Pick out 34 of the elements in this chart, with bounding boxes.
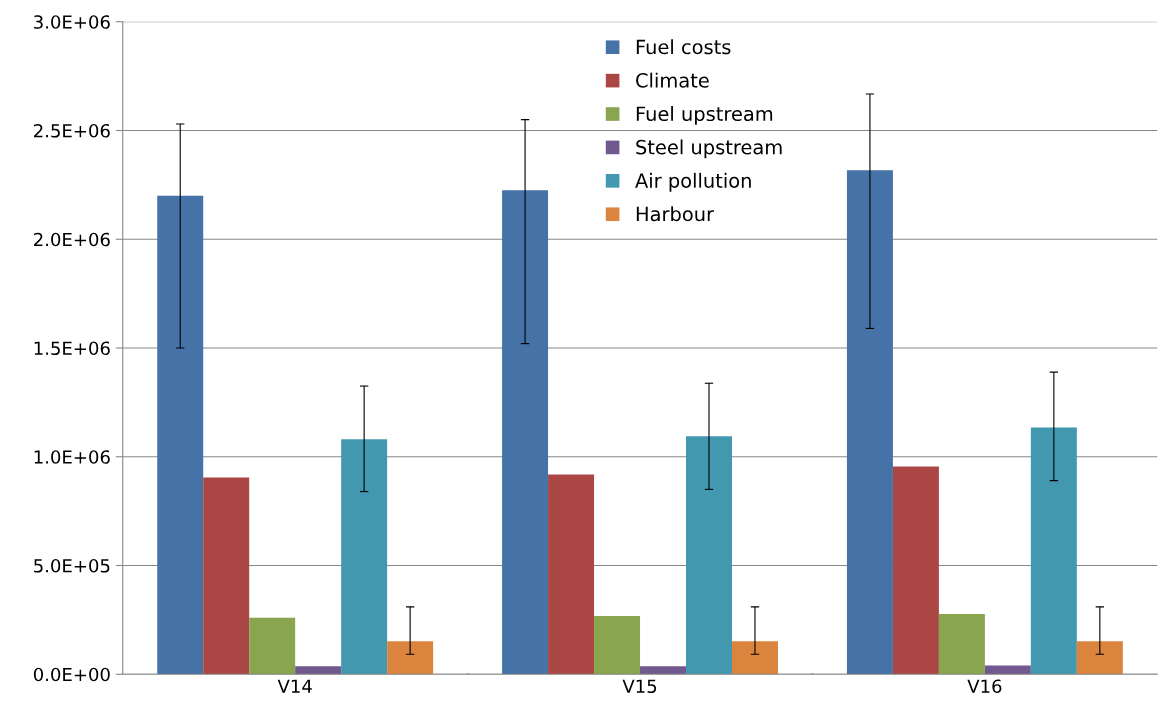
legend-label: Fuel costs — [636, 39, 731, 55]
bar — [203, 477, 250, 675]
legend-label: Harbour — [636, 206, 715, 222]
y-tick-label: 2.5E+06 — [34, 123, 110, 138]
bar — [984, 665, 1031, 675]
y-tick-label: 3.0E+06 — [34, 15, 110, 29]
bar — [249, 617, 296, 675]
legend-label: Steel upstream — [636, 139, 782, 159]
bar — [640, 666, 687, 675]
x-tick-label: V16 — [967, 679, 1002, 694]
bar — [295, 666, 342, 675]
bar — [731, 641, 778, 675]
legend-label: Climate — [636, 72, 709, 88]
y-tick-label: 0.0E+00 — [33, 667, 110, 682]
bar — [387, 641, 434, 675]
bar — [157, 195, 204, 675]
bar — [1076, 641, 1123, 675]
x-tick-label: V14 — [277, 679, 312, 693]
y-tick-label: 5.0E+05 — [34, 558, 110, 573]
y-tick-label: 1.5E+06 — [34, 341, 110, 356]
legend-label: Fuel upstream — [636, 106, 773, 125]
bar — [892, 466, 939, 675]
bar — [502, 190, 549, 675]
x-tick-label: V15 — [622, 679, 657, 694]
legend-label: Air pollution — [635, 172, 751, 192]
y-tick-label: 1.0E+06 — [34, 450, 110, 464]
bar — [341, 439, 388, 675]
bar — [938, 614, 985, 675]
y-tick-label: 2.0E+06 — [34, 232, 110, 247]
bar — [1030, 427, 1077, 675]
bar — [846, 170, 893, 675]
bar — [594, 615, 641, 675]
bar — [548, 474, 595, 675]
bar — [686, 436, 732, 675]
